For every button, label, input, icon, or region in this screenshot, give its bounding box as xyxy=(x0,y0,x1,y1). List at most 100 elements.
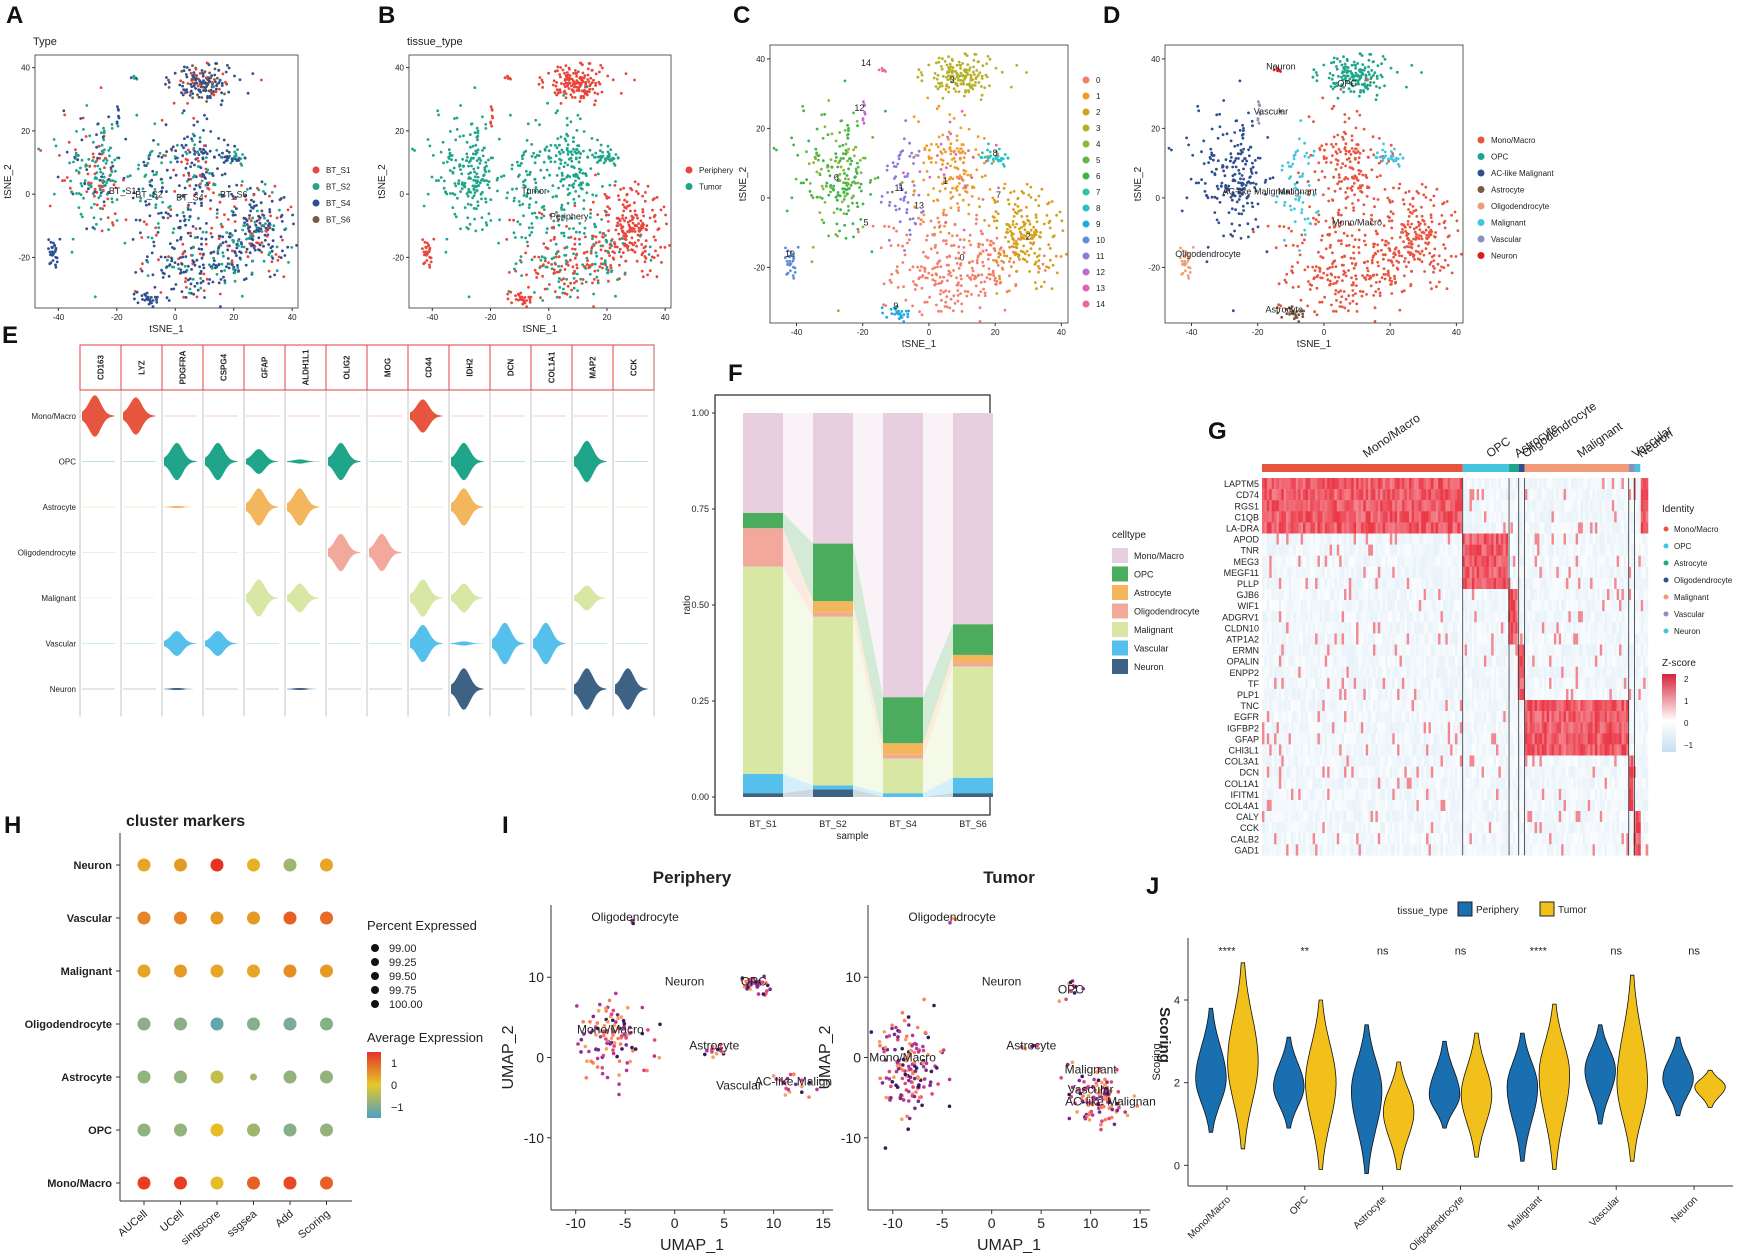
scatter-point xyxy=(1180,209,1184,213)
scatter-point xyxy=(500,175,503,179)
scatter-point xyxy=(1369,81,1372,84)
scatter-point xyxy=(1200,178,1203,182)
scatter-point xyxy=(1423,270,1426,273)
scatter-point xyxy=(854,167,858,171)
scatter-point xyxy=(1394,280,1398,284)
scatter-point xyxy=(908,228,912,232)
scatter-point xyxy=(1315,79,1319,83)
scatter-point xyxy=(794,177,798,181)
scatter-point xyxy=(1407,190,1411,193)
gene-header: MAP2 xyxy=(589,356,598,379)
scatter-point xyxy=(1007,202,1011,206)
scatter-point xyxy=(1347,269,1350,272)
scatter-point xyxy=(194,184,198,187)
scatter-point xyxy=(1196,104,1200,108)
scatter-point xyxy=(195,77,199,81)
scatter-point xyxy=(1003,153,1007,156)
scatter-point xyxy=(1364,243,1368,247)
scatter-point xyxy=(1038,247,1042,251)
scatter-point xyxy=(489,122,493,125)
scatter-point xyxy=(167,78,170,82)
scatter-point xyxy=(564,253,568,257)
scatter-point xyxy=(530,143,534,146)
cluster-annotation: Vascular xyxy=(1254,107,1288,117)
scatter-point xyxy=(1020,190,1024,193)
scatter-point xyxy=(815,195,819,199)
scatter-point xyxy=(980,273,984,277)
scatter-point xyxy=(233,279,237,283)
scatter-point xyxy=(1058,210,1062,214)
scatter-point xyxy=(165,265,169,268)
scatter-point xyxy=(1428,251,1432,255)
scatter-point xyxy=(432,237,436,241)
scatter-point xyxy=(193,143,197,147)
scatter-point xyxy=(943,60,947,63)
cluster-annotation: Malignant xyxy=(1278,186,1318,196)
scatter-point xyxy=(952,294,956,298)
scatter-point xyxy=(1375,93,1379,97)
scatter-point xyxy=(1230,156,1233,159)
scatter-point xyxy=(549,143,553,147)
scatter-point xyxy=(844,152,848,156)
scatter-point xyxy=(573,201,577,205)
scatter-point xyxy=(198,147,202,151)
scatter-point xyxy=(971,83,974,87)
scatter-point xyxy=(155,300,159,304)
scatter-point xyxy=(1317,178,1321,182)
scatter-point xyxy=(1016,252,1019,256)
scatter-point xyxy=(1348,160,1352,164)
scatter-point xyxy=(573,242,577,246)
scatter-point xyxy=(1025,182,1029,186)
scatter-point xyxy=(955,82,959,86)
scatter-point xyxy=(974,284,978,288)
scatter-point xyxy=(939,265,943,268)
scatter-point xyxy=(188,68,191,72)
scatter-point xyxy=(947,263,950,267)
scatter-point xyxy=(969,278,973,281)
scatter-point xyxy=(1003,235,1007,239)
scatter-point xyxy=(129,76,133,80)
scatter-point xyxy=(255,219,259,223)
scatter-point xyxy=(618,219,622,223)
scatter-point xyxy=(859,189,863,193)
scatter-point xyxy=(262,244,265,248)
scatter-point xyxy=(626,248,630,252)
scatter-point xyxy=(576,289,579,292)
scatter-point xyxy=(1332,56,1336,60)
scatter-point xyxy=(172,168,176,172)
scatter-point xyxy=(565,132,568,136)
scatter-point xyxy=(508,218,512,222)
scatter-point xyxy=(901,244,904,248)
scatter-point xyxy=(939,289,943,292)
scatter-point xyxy=(854,145,858,149)
scatter-point xyxy=(484,126,488,130)
scatter-point xyxy=(217,153,221,157)
scatter-point xyxy=(580,89,584,93)
scatter-point xyxy=(564,139,568,143)
scatter-point xyxy=(233,271,237,275)
scatter-point xyxy=(226,248,230,252)
scatter-point xyxy=(648,216,652,220)
scatter-point xyxy=(1369,77,1373,81)
scatter-point xyxy=(844,177,847,181)
scatter-point xyxy=(847,147,850,151)
scatter-point xyxy=(143,292,147,296)
scatter-point xyxy=(526,122,530,126)
scatter-point xyxy=(58,154,61,157)
scatter-point xyxy=(896,162,900,166)
scatter-point xyxy=(1008,260,1011,263)
scatter-point xyxy=(957,60,961,64)
scatter-point xyxy=(1365,266,1369,270)
scatter-point xyxy=(578,242,582,246)
scatter-point xyxy=(955,134,959,138)
scatter-point xyxy=(208,71,212,75)
scatter-point xyxy=(1225,165,1229,169)
scatter-point xyxy=(539,296,542,300)
plot-frame xyxy=(408,54,672,309)
scatter-point xyxy=(62,109,66,113)
scatter-point xyxy=(165,296,169,300)
scatter-point xyxy=(246,227,250,230)
scatter-point xyxy=(116,105,119,108)
scatter-point xyxy=(198,265,202,269)
legend-dot xyxy=(685,166,693,174)
